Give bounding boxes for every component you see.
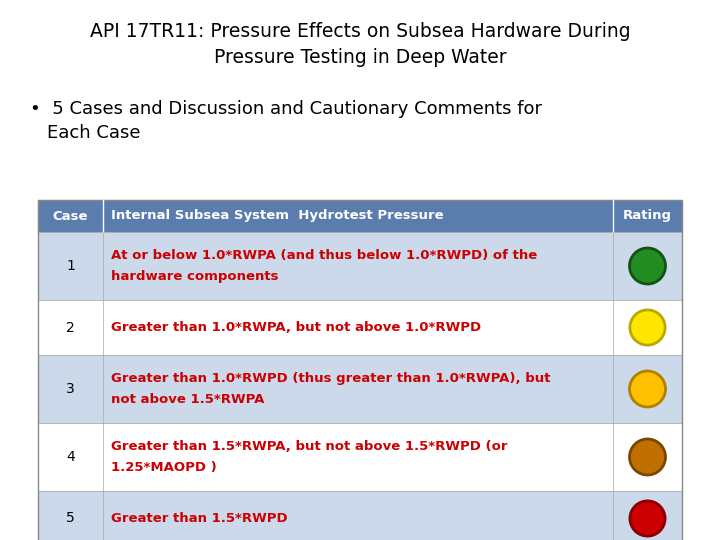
- Circle shape: [630, 310, 665, 345]
- FancyBboxPatch shape: [38, 423, 682, 491]
- Text: Greater than 1.5*RWPD: Greater than 1.5*RWPD: [111, 512, 287, 525]
- Text: hardware components: hardware components: [111, 269, 279, 283]
- Text: not above 1.5*RWPA: not above 1.5*RWPA: [111, 393, 264, 406]
- Text: Greater than 1.0*RWPA, but not above 1.0*RWPD: Greater than 1.0*RWPA, but not above 1.0…: [111, 321, 481, 334]
- Text: 3: 3: [66, 382, 75, 396]
- Text: Case: Case: [53, 210, 89, 222]
- Text: 2: 2: [66, 321, 75, 334]
- Text: 1: 1: [66, 259, 75, 273]
- FancyBboxPatch shape: [38, 200, 682, 232]
- Circle shape: [629, 439, 665, 475]
- Circle shape: [629, 371, 665, 407]
- Text: Internal Subsea System  Hydrotest Pressure: Internal Subsea System Hydrotest Pressur…: [111, 210, 444, 222]
- Text: Greater than 1.5*RWPA, but not above 1.5*RWPD (or: Greater than 1.5*RWPA, but not above 1.5…: [111, 440, 508, 453]
- Text: •  5 Cases and Discussion and Cautionary Comments for: • 5 Cases and Discussion and Cautionary …: [30, 100, 542, 118]
- Text: Each Case: Each Case: [47, 124, 140, 142]
- FancyBboxPatch shape: [38, 232, 682, 300]
- Text: At or below 1.0*RWPA (and thus below 1.0*RWPD) of the: At or below 1.0*RWPA (and thus below 1.0…: [111, 249, 537, 262]
- Text: 1.25*MAOPD ): 1.25*MAOPD ): [111, 461, 217, 474]
- Text: Pressure Testing in Deep Water: Pressure Testing in Deep Water: [214, 48, 506, 67]
- FancyBboxPatch shape: [38, 300, 682, 355]
- Circle shape: [630, 501, 665, 536]
- Text: Greater than 1.0*RWPD (thus greater than 1.0*RWPA), but: Greater than 1.0*RWPD (thus greater than…: [111, 372, 551, 386]
- Text: API 17TR11: Pressure Effects on Subsea Hardware During: API 17TR11: Pressure Effects on Subsea H…: [90, 22, 630, 41]
- Text: 5: 5: [66, 511, 75, 525]
- Circle shape: [629, 248, 665, 284]
- Text: Rating: Rating: [623, 210, 672, 222]
- Text: 4: 4: [66, 450, 75, 464]
- FancyBboxPatch shape: [38, 491, 682, 540]
- FancyBboxPatch shape: [38, 355, 682, 423]
